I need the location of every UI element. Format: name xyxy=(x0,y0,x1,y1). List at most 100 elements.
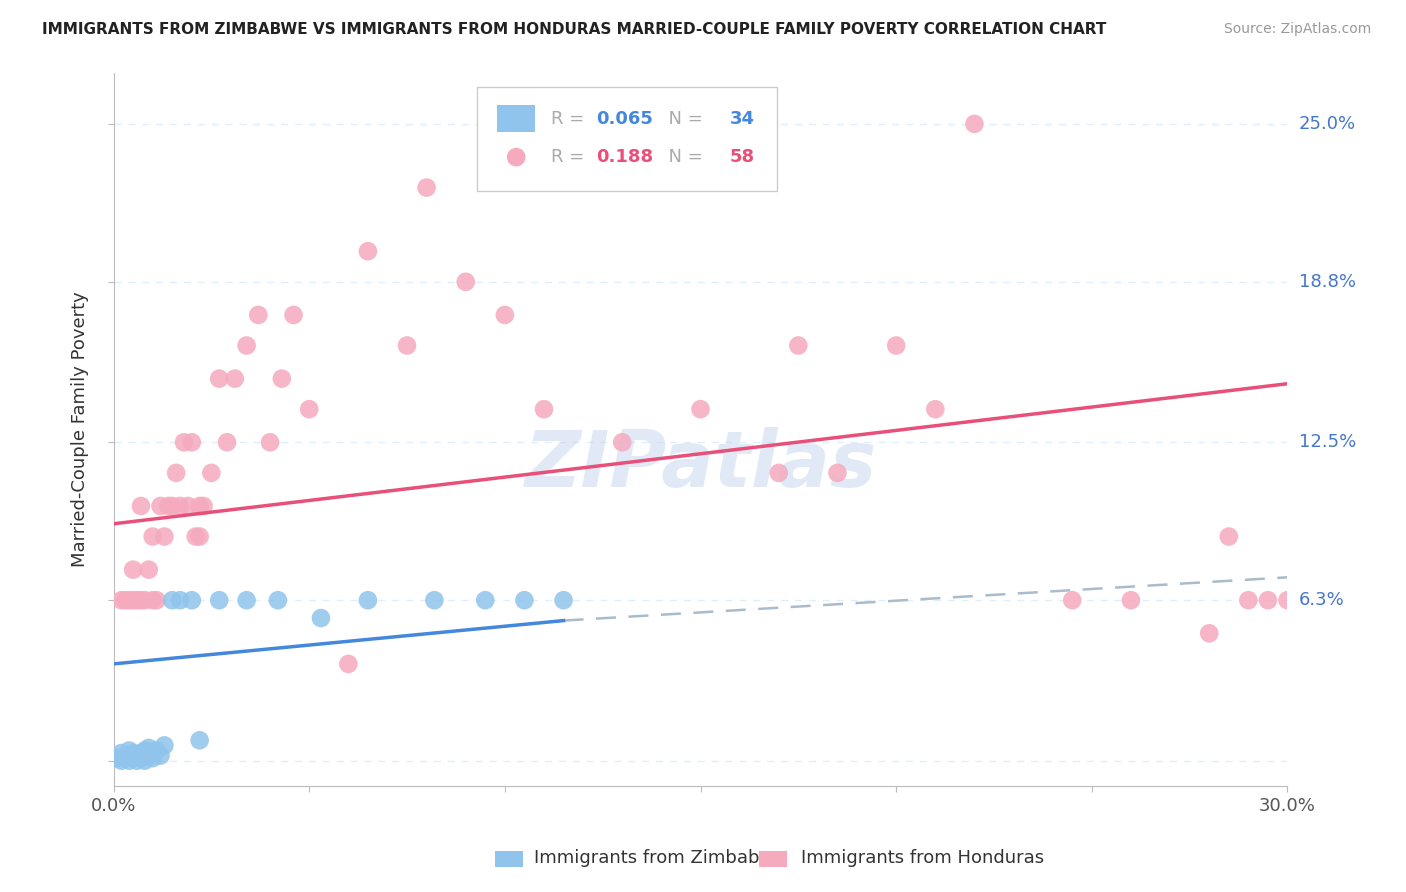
Point xyxy=(118,743,141,757)
Point xyxy=(138,563,160,577)
Point xyxy=(184,529,207,543)
Point xyxy=(1198,626,1220,640)
Text: R =: R = xyxy=(551,148,591,166)
Point xyxy=(193,499,215,513)
Text: 12.5%: 12.5% xyxy=(1299,434,1355,451)
Point xyxy=(768,466,790,480)
Point xyxy=(153,529,176,543)
Point xyxy=(149,499,172,513)
Text: 58: 58 xyxy=(730,148,755,166)
Point xyxy=(1119,593,1142,607)
Text: 25.0%: 25.0% xyxy=(1299,115,1355,133)
Point xyxy=(827,466,849,480)
Point xyxy=(1218,529,1240,543)
Point xyxy=(533,402,555,417)
Point xyxy=(138,740,160,755)
Point xyxy=(235,593,257,607)
Point xyxy=(270,371,292,385)
Point xyxy=(553,593,575,607)
Point xyxy=(122,593,145,607)
Point xyxy=(177,499,200,513)
Point xyxy=(129,593,152,607)
Point xyxy=(1237,593,1260,607)
Point xyxy=(110,746,132,760)
Point xyxy=(145,593,167,607)
Point xyxy=(134,593,156,607)
Point xyxy=(110,754,132,768)
Point xyxy=(188,499,211,513)
Point xyxy=(259,435,281,450)
Point xyxy=(215,435,238,450)
Point xyxy=(142,746,165,760)
Point xyxy=(110,593,132,607)
Point xyxy=(188,733,211,747)
Point xyxy=(142,529,165,543)
Point xyxy=(309,611,332,625)
Point xyxy=(395,338,418,352)
Point xyxy=(513,593,536,607)
Text: 0.065: 0.065 xyxy=(596,110,652,128)
Point xyxy=(122,563,145,577)
Point xyxy=(125,748,148,763)
Text: IMMIGRANTS FROM ZIMBABWE VS IMMIGRANTS FROM HONDURAS MARRIED-COUPLE FAMILY POVER: IMMIGRANTS FROM ZIMBABWE VS IMMIGRANTS F… xyxy=(42,22,1107,37)
Point xyxy=(357,593,380,607)
Point xyxy=(963,117,986,131)
Point xyxy=(337,657,360,671)
Text: N =: N = xyxy=(657,148,709,166)
Text: 34: 34 xyxy=(730,110,755,128)
Point xyxy=(157,499,180,513)
Text: N =: N = xyxy=(657,110,709,128)
Point xyxy=(612,435,634,450)
Point xyxy=(118,593,141,607)
Point xyxy=(423,593,446,607)
Point xyxy=(114,593,136,607)
Point xyxy=(125,754,148,768)
Point xyxy=(169,593,191,607)
Point xyxy=(165,466,187,480)
Point xyxy=(188,529,211,543)
FancyBboxPatch shape xyxy=(478,87,778,191)
Text: 0.188: 0.188 xyxy=(596,148,654,166)
Point xyxy=(149,748,172,763)
Point xyxy=(122,746,145,760)
Point xyxy=(114,748,136,763)
Point xyxy=(129,751,152,765)
Text: Immigrants from Zimbabwe: Immigrants from Zimbabwe xyxy=(534,849,786,867)
Text: R =: R = xyxy=(551,110,591,128)
Text: Source: ZipAtlas.com: Source: ZipAtlas.com xyxy=(1223,22,1371,37)
Point xyxy=(415,180,437,194)
Bar xyxy=(498,105,536,132)
Point xyxy=(689,402,711,417)
Text: 6.3%: 6.3% xyxy=(1299,591,1344,609)
Text: Immigrants from Honduras: Immigrants from Honduras xyxy=(801,849,1045,867)
Point xyxy=(267,593,290,607)
Point xyxy=(1257,593,1279,607)
Point xyxy=(298,402,321,417)
Point xyxy=(283,308,305,322)
Point xyxy=(145,743,167,757)
Point xyxy=(180,435,202,450)
Point xyxy=(235,338,257,352)
Point xyxy=(142,751,165,765)
Point xyxy=(107,751,129,765)
Point xyxy=(247,308,270,322)
Text: 18.8%: 18.8% xyxy=(1299,273,1355,291)
Point xyxy=(125,593,148,607)
Point xyxy=(474,593,496,607)
Point xyxy=(134,754,156,768)
Point xyxy=(924,402,946,417)
Point xyxy=(787,338,810,352)
Point xyxy=(454,275,477,289)
Point xyxy=(138,748,160,763)
Point xyxy=(357,244,380,259)
Text: ZIPatlas: ZIPatlas xyxy=(524,427,877,503)
Point xyxy=(1062,593,1084,607)
Point xyxy=(162,593,184,607)
Point xyxy=(153,739,176,753)
Point xyxy=(208,593,231,607)
Point xyxy=(173,435,195,450)
Point xyxy=(122,751,145,765)
Point xyxy=(129,746,152,760)
Point xyxy=(162,499,184,513)
Point xyxy=(118,754,141,768)
